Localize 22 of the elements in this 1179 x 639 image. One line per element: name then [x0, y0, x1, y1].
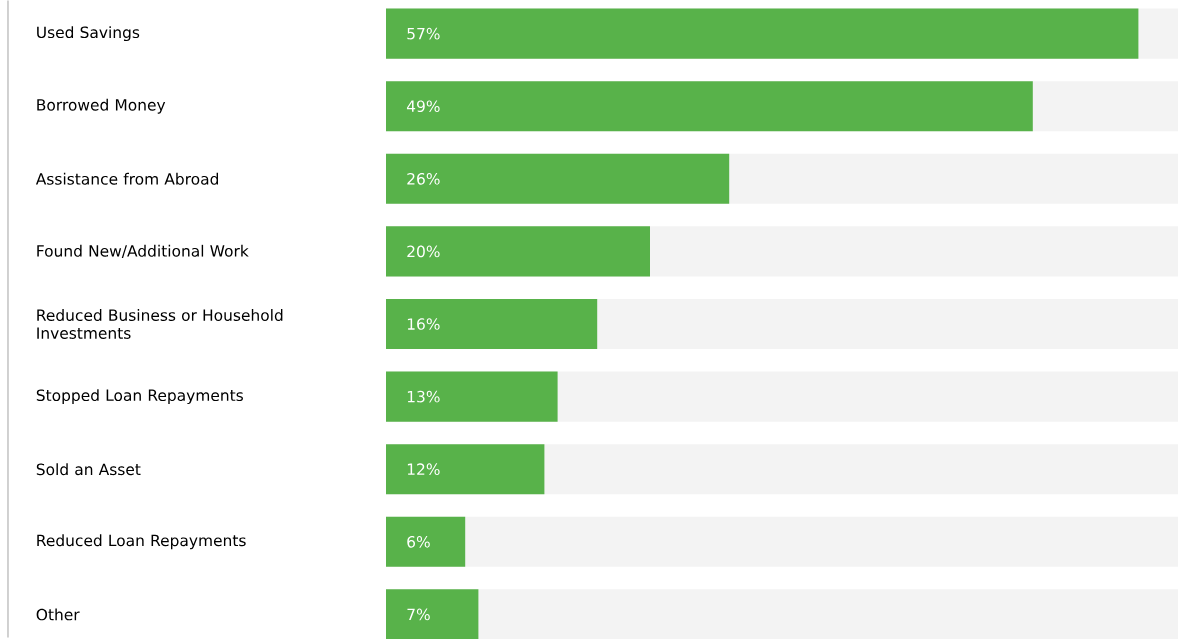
y-tick-label: Sold an Asset [36, 463, 141, 475]
bar [386, 371, 558, 422]
bar [386, 516, 466, 567]
data-label: 13% [407, 390, 440, 403]
data-label: 7% [407, 608, 430, 621]
y-tick-label: Borrowed Money [37, 98, 166, 114]
data-label: 16% [407, 317, 440, 330]
y-tick-label: Used Savings [37, 25, 140, 41]
y-tick-label: Reduced Loan Repayments [37, 534, 246, 550]
y-tick-label: Assistance from Abroad [35, 172, 218, 185]
data-label: 26% [407, 172, 440, 185]
data-label: 57% [407, 27, 440, 40]
bar [386, 589, 479, 639]
y-tick-label: Stopped Loan Repayments [36, 388, 243, 404]
y-tick-label: Found New/Additional Work [37, 244, 249, 258]
y-tick-label: Reduced Business or Household Investments [37, 308, 283, 339]
y-tick-label: Other [36, 608, 80, 621]
bar [386, 443, 545, 495]
data-label: 12% [407, 463, 440, 475]
data-label: 49% [406, 100, 440, 112]
data-label: 6% [407, 535, 430, 548]
data-label: 20% [407, 245, 440, 258]
